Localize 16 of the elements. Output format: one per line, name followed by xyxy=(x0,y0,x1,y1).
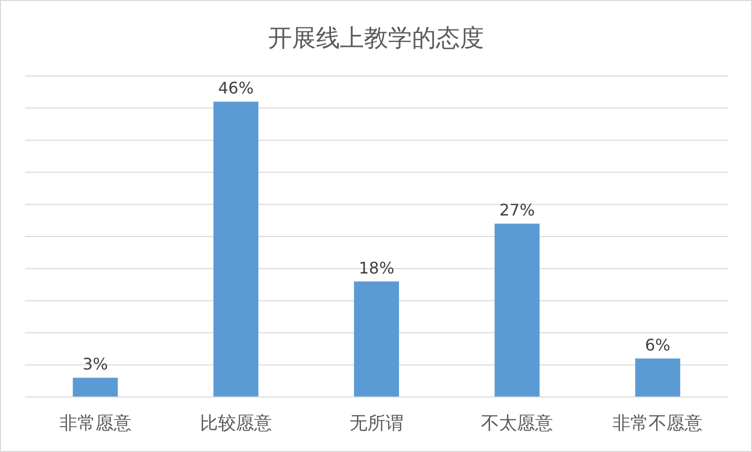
x-tick-label: 无所谓 xyxy=(350,413,404,434)
chart-title: 开展线上教学的态度 xyxy=(268,24,484,52)
data-label: 3% xyxy=(82,354,108,374)
x-tick-label: 比较愿意 xyxy=(200,413,272,434)
bar xyxy=(213,102,258,397)
x-tick-label: 非常不愿意 xyxy=(612,413,703,434)
data-label: 18% xyxy=(358,258,394,278)
x-tick-label: 不太愿意 xyxy=(481,413,554,434)
data-label: 27% xyxy=(499,200,535,220)
bar xyxy=(72,378,118,397)
bar xyxy=(494,224,540,397)
x-tick-label: 非常愿意 xyxy=(59,413,132,434)
data-label: 46% xyxy=(218,78,254,98)
bar xyxy=(354,281,399,397)
bar xyxy=(635,358,680,397)
data-label: 6% xyxy=(645,335,670,354)
